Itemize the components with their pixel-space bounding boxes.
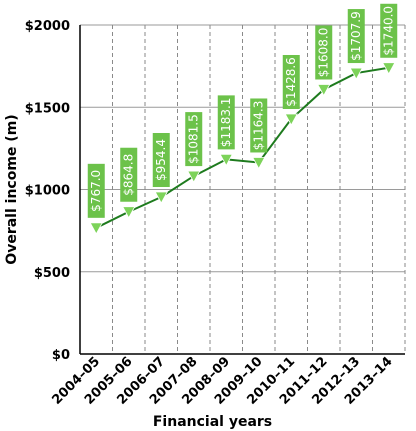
- data-label-text: $1740.0: [382, 6, 396, 56]
- x-tick-labels: 2004–052005–062006–072007–082008–092009–…: [49, 354, 395, 408]
- data-label: $864.8: [120, 147, 138, 202]
- data-label-text: $864.8: [122, 154, 136, 196]
- vertical-gridlines: [112, 25, 406, 354]
- data-marker: [154, 191, 168, 204]
- data-label-text: $1608.0: [317, 28, 331, 78]
- data-label: $1428.6: [282, 54, 300, 109]
- data-label-box: [120, 147, 138, 202]
- data-label: $767.0: [87, 163, 105, 218]
- data-marker: [284, 113, 298, 126]
- data-marker: [219, 153, 233, 167]
- y-tick-label: $1000: [25, 184, 70, 199]
- x-axis-title: Financial years: [153, 414, 272, 430]
- axes: [79, 25, 405, 355]
- data-label-text: $1428.6: [284, 57, 298, 107]
- data-label-text: $1183.1: [219, 98, 233, 148]
- data-label: $1183.1: [217, 95, 235, 150]
- data-marker: [187, 170, 201, 183]
- data-label-box: [152, 133, 170, 188]
- data-marker: [252, 157, 266, 170]
- data-marker: [349, 67, 363, 80]
- data-marker: [122, 206, 136, 219]
- y-tick-label: $2000: [25, 19, 70, 34]
- y-tick-label: $1500: [25, 101, 70, 116]
- y-tick-label: $0: [52, 348, 70, 363]
- data-label: $1707.9: [347, 9, 365, 64]
- data-marker: [382, 62, 396, 75]
- data-label-box: [380, 3, 398, 58]
- data-marker: [317, 84, 331, 97]
- data-labels: $767.0 $864.8 $954.4 $1081.5 $1183.1 $1164.3 $…: [87, 3, 398, 218]
- data-label-text: $767.0: [89, 170, 103, 212]
- data-label-box: [347, 9, 365, 64]
- data-markers: [89, 62, 396, 235]
- y-tick-labels: $0 $500 $1000 $1500 $2000: [25, 19, 70, 363]
- data-label-text: $1164.3: [252, 101, 266, 151]
- data-label-box: [315, 25, 333, 80]
- data-label-box: [282, 54, 300, 109]
- series-line: [95, 66, 389, 229]
- data-label: $1740.0: [380, 3, 398, 58]
- data-label-box: [185, 112, 203, 167]
- y-axis-title: Overall income (m): [4, 114, 20, 264]
- data-label-box: [217, 95, 235, 150]
- data-label-box: [250, 98, 268, 153]
- data-label: $1081.5: [185, 112, 203, 167]
- series-line-group: [95, 66, 389, 229]
- data-marker: [89, 222, 103, 235]
- data-label-text: $954.4: [154, 139, 168, 181]
- data-label: $1164.3: [250, 98, 268, 153]
- data-label-text: $1707.9: [349, 11, 363, 61]
- data-label: $1608.0: [315, 25, 333, 80]
- data-label-text: $1081.5: [187, 114, 201, 164]
- y-tick-label: $500: [34, 266, 70, 281]
- data-label-box: [87, 163, 105, 218]
- data-label: $954.4: [152, 133, 170, 188]
